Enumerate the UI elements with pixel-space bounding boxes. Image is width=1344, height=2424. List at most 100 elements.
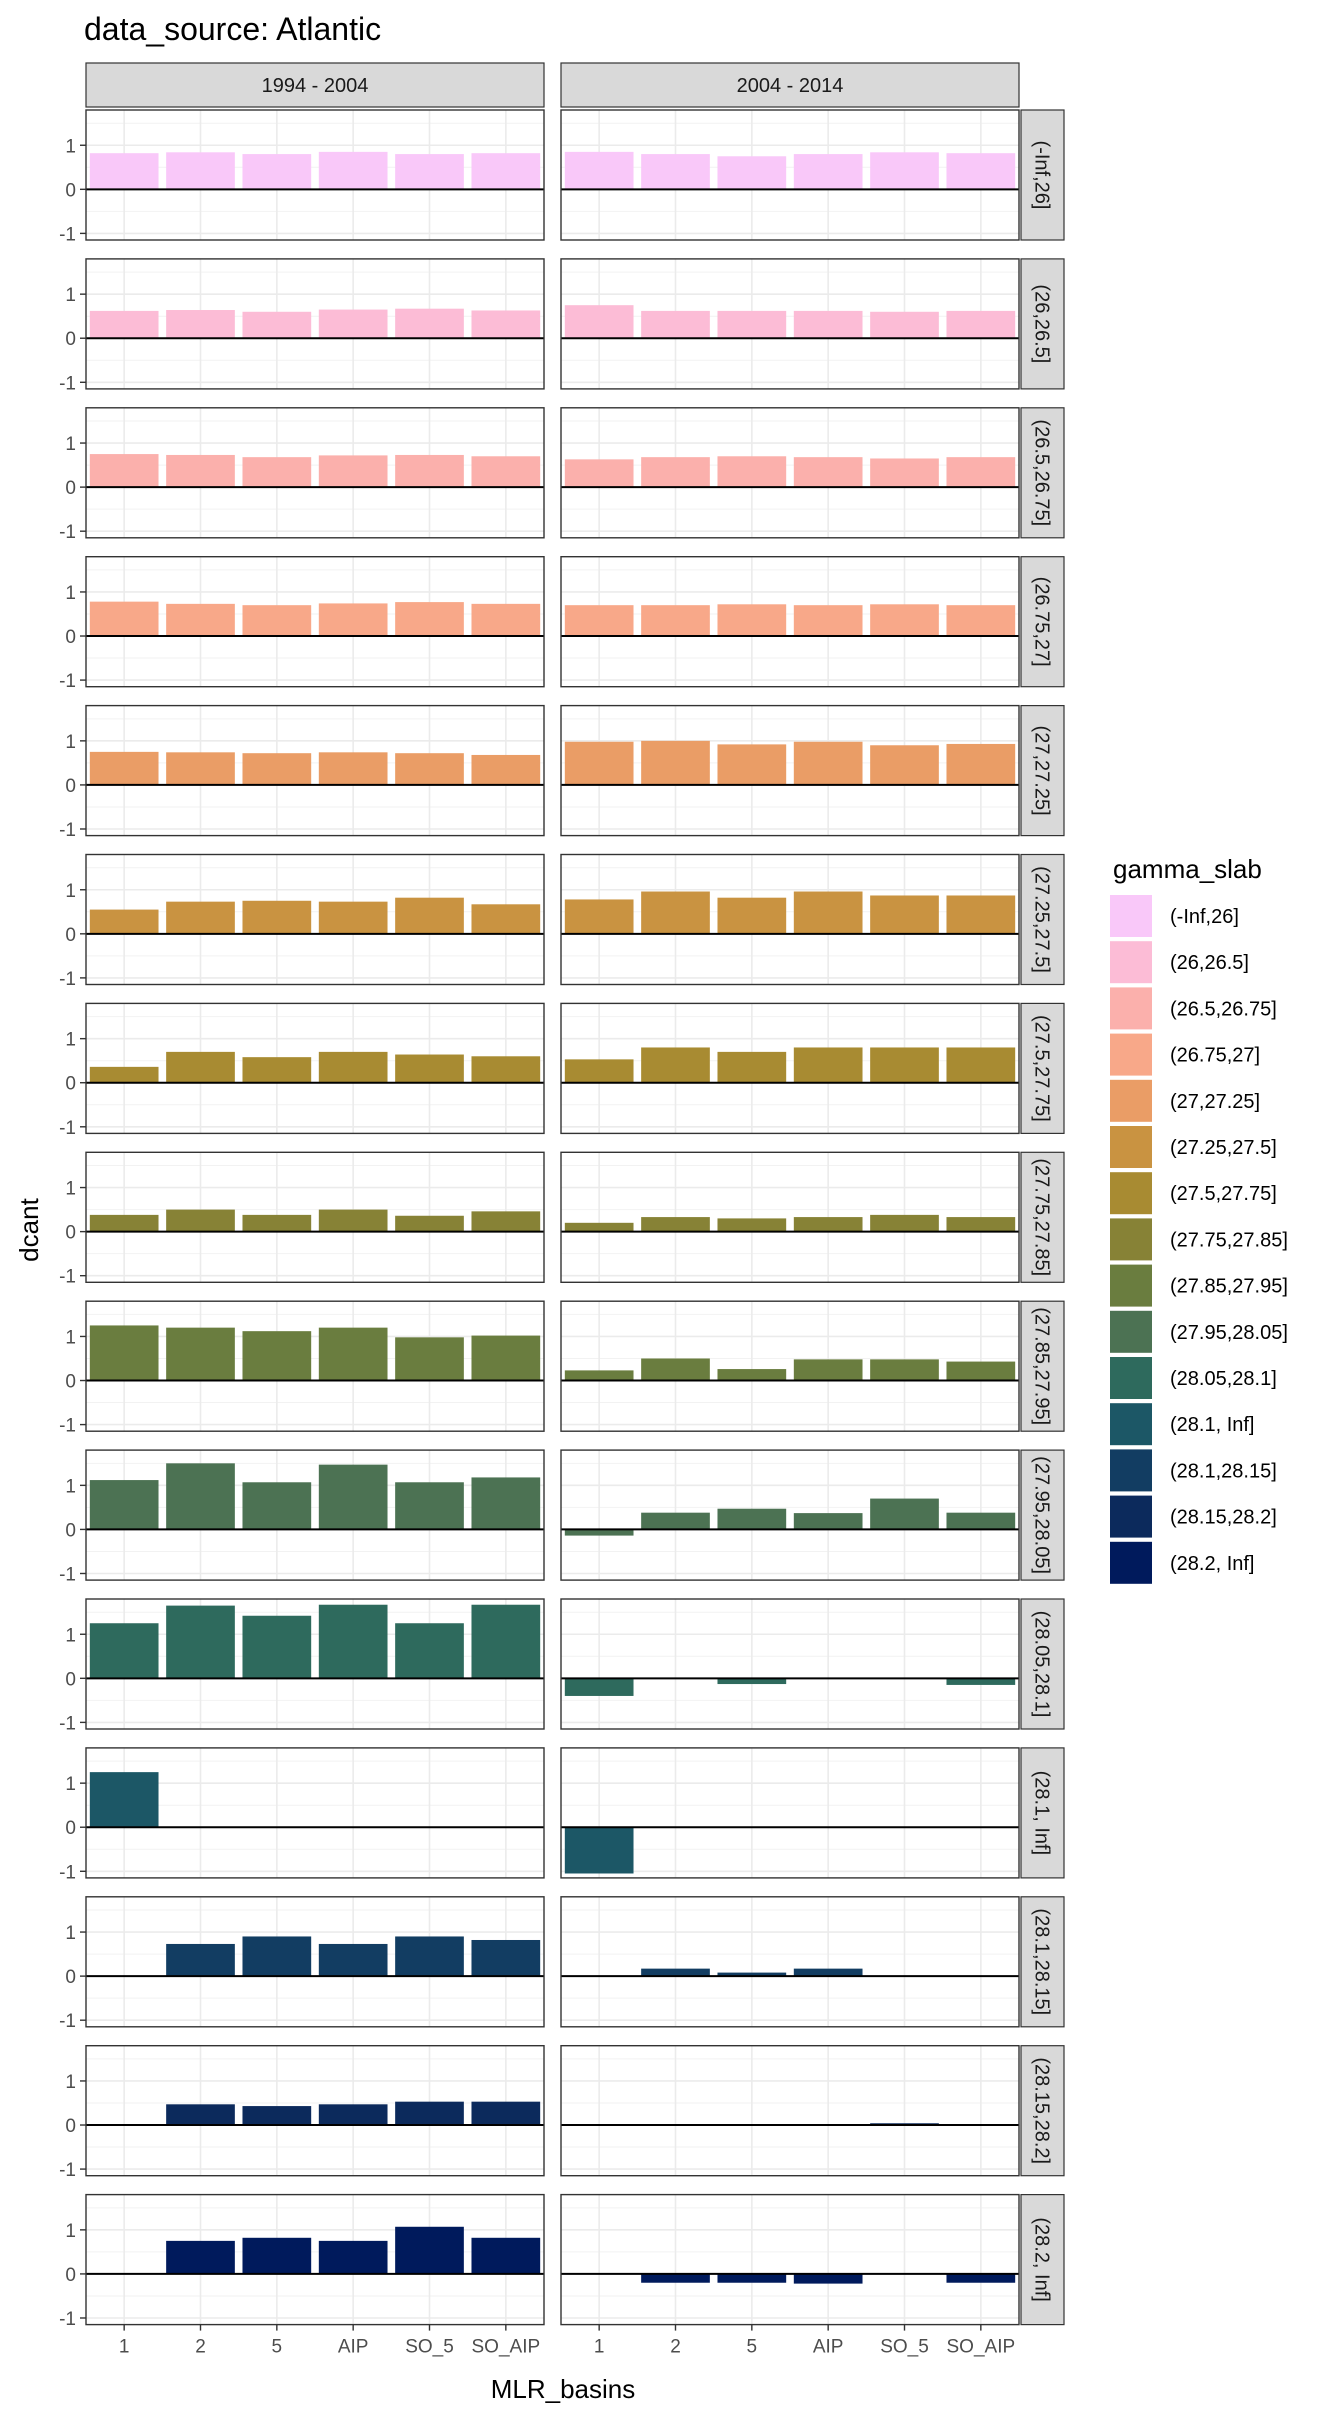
bar-2 (641, 310, 710, 339)
bar-1 (564, 1827, 634, 1874)
bar-AIP (318, 2104, 388, 2126)
y-tick-label: 0 (65, 1967, 76, 1988)
y-tick-label: 1 (65, 732, 76, 753)
bar-AIP (318, 752, 388, 785)
y-tick-label: 1 (65, 1327, 76, 1348)
bar-5 (717, 2273, 787, 2283)
bar-AIP (793, 1217, 863, 1232)
bar-SO_5 (870, 311, 939, 339)
bar-1 (564, 151, 634, 190)
panel-border (560, 1896, 1020, 2028)
y-tick-label: 1 (65, 881, 76, 902)
panel-border (85, 1896, 545, 2028)
legend-key (1110, 1033, 1152, 1076)
legend-key (1110, 1403, 1152, 1446)
chart-title: data_source: Atlantic (84, 11, 381, 47)
bar-1 (89, 909, 159, 934)
bar-1 (89, 153, 159, 190)
y-tick-label: -1 (59, 969, 76, 990)
bar-5 (242, 1936, 312, 1977)
bar-5 (717, 1972, 787, 1977)
column-strip-label: 2004 - 2014 (737, 75, 844, 97)
bar-SO_AIP (471, 310, 541, 339)
legend-key (1110, 1449, 1152, 1492)
bar-1 (89, 1772, 159, 1828)
bar-SO_5 (395, 897, 464, 934)
bar-SO_AIP (946, 310, 1016, 339)
bar-2 (166, 152, 235, 190)
bar-5 (717, 604, 787, 637)
panel-border (560, 407, 1020, 539)
bar-AIP (793, 1968, 863, 1977)
facet-panel (560, 407, 1020, 539)
row-strip (1020, 1747, 1065, 1879)
bar-SO_5 (395, 1936, 464, 1977)
bar-SO_5 (870, 604, 939, 637)
facet-panel (560, 109, 1020, 241)
facet-panel: 1 0 -1 (59, 258, 545, 394)
bar-5 (717, 1508, 787, 1530)
bar-5 (717, 1678, 787, 1685)
bar-AIP (318, 1209, 388, 1232)
facet-panel (560, 1151, 1020, 1284)
bar-5 (717, 1369, 787, 1381)
bar-1 (564, 1059, 634, 1083)
facet-panel: 1 0 -1 (59, 853, 545, 990)
x-tick-label: AIP (813, 2337, 844, 2358)
bar-AIP (318, 1604, 388, 1679)
row-strip (1020, 1151, 1065, 1283)
panel-background (561, 1003, 1019, 1134)
x-tick-label: SO_AIP (947, 2337, 1016, 2358)
bar-SO_5 (395, 753, 464, 785)
bar-SO_AIP (471, 2101, 541, 2126)
facet-panel: 1 0 -1 (59, 407, 545, 543)
bar-SO_5 (395, 1215, 464, 1232)
facet-panel: 1 0 -1 (59, 1896, 545, 2032)
facet-panel: 1 0 -1 (59, 704, 545, 841)
panel-border (85, 2193, 545, 2326)
y-tick-label: -1 (59, 671, 76, 692)
row-strip-label: (28.05,28.1] (1031, 1611, 1053, 1718)
bar-5 (717, 744, 787, 785)
bar-SO_AIP (946, 1047, 1016, 1083)
bar-SO_AIP (471, 1477, 541, 1530)
y-tick-label: -1 (59, 2160, 76, 2181)
bar-1 (89, 454, 159, 488)
row-strip-label: (27.25,27.5] (1031, 866, 1053, 973)
panel-background (561, 2045, 1019, 2176)
bar-SO_AIP (946, 1678, 1016, 1685)
bar-AIP (318, 1464, 388, 1530)
bar-2 (641, 457, 710, 488)
panel-border (560, 1747, 1020, 1879)
y-tick-label: -1 (59, 1118, 76, 1139)
bar-5 (717, 1218, 787, 1232)
y-tick-label: 0 (65, 776, 76, 797)
row-strip (1020, 853, 1065, 986)
panel-border (560, 1002, 1020, 1135)
legend-key (1110, 1172, 1152, 1215)
bar-2 (166, 1943, 235, 1977)
bar-1 (564, 1370, 634, 1381)
panel-background (86, 110, 544, 240)
row-strip (1020, 1300, 1065, 1432)
y-tick-label: 0 (65, 1074, 76, 1095)
legend-key (1110, 987, 1152, 1030)
facet-panels: 1994 - 2004 2004 - 2014 1 0 -1 (-Inf,26] 1 0 -1 (… (59, 62, 1065, 2358)
legend-key (1110, 941, 1152, 984)
y-tick-label: 0 (65, 2116, 76, 2137)
panel-background (86, 2045, 544, 2176)
bar-2 (641, 2273, 710, 2283)
y-tick-label: 1 (65, 1625, 76, 1646)
bar-SO_5 (870, 458, 939, 488)
bar-SO_5 (870, 1359, 939, 1381)
bar-1 (89, 751, 159, 785)
facet-panel (560, 853, 1020, 986)
y-tick-label: -1 (59, 820, 76, 841)
legend-key (1110, 895, 1152, 937)
row-strip-label: (28.1,28.15] (1031, 1908, 1053, 2015)
y-tick-label: -1 (59, 522, 76, 543)
bar-5 (242, 1482, 312, 1530)
legend-label: (27.95,28.05] (1170, 1322, 1288, 1344)
bar-5 (717, 897, 787, 934)
